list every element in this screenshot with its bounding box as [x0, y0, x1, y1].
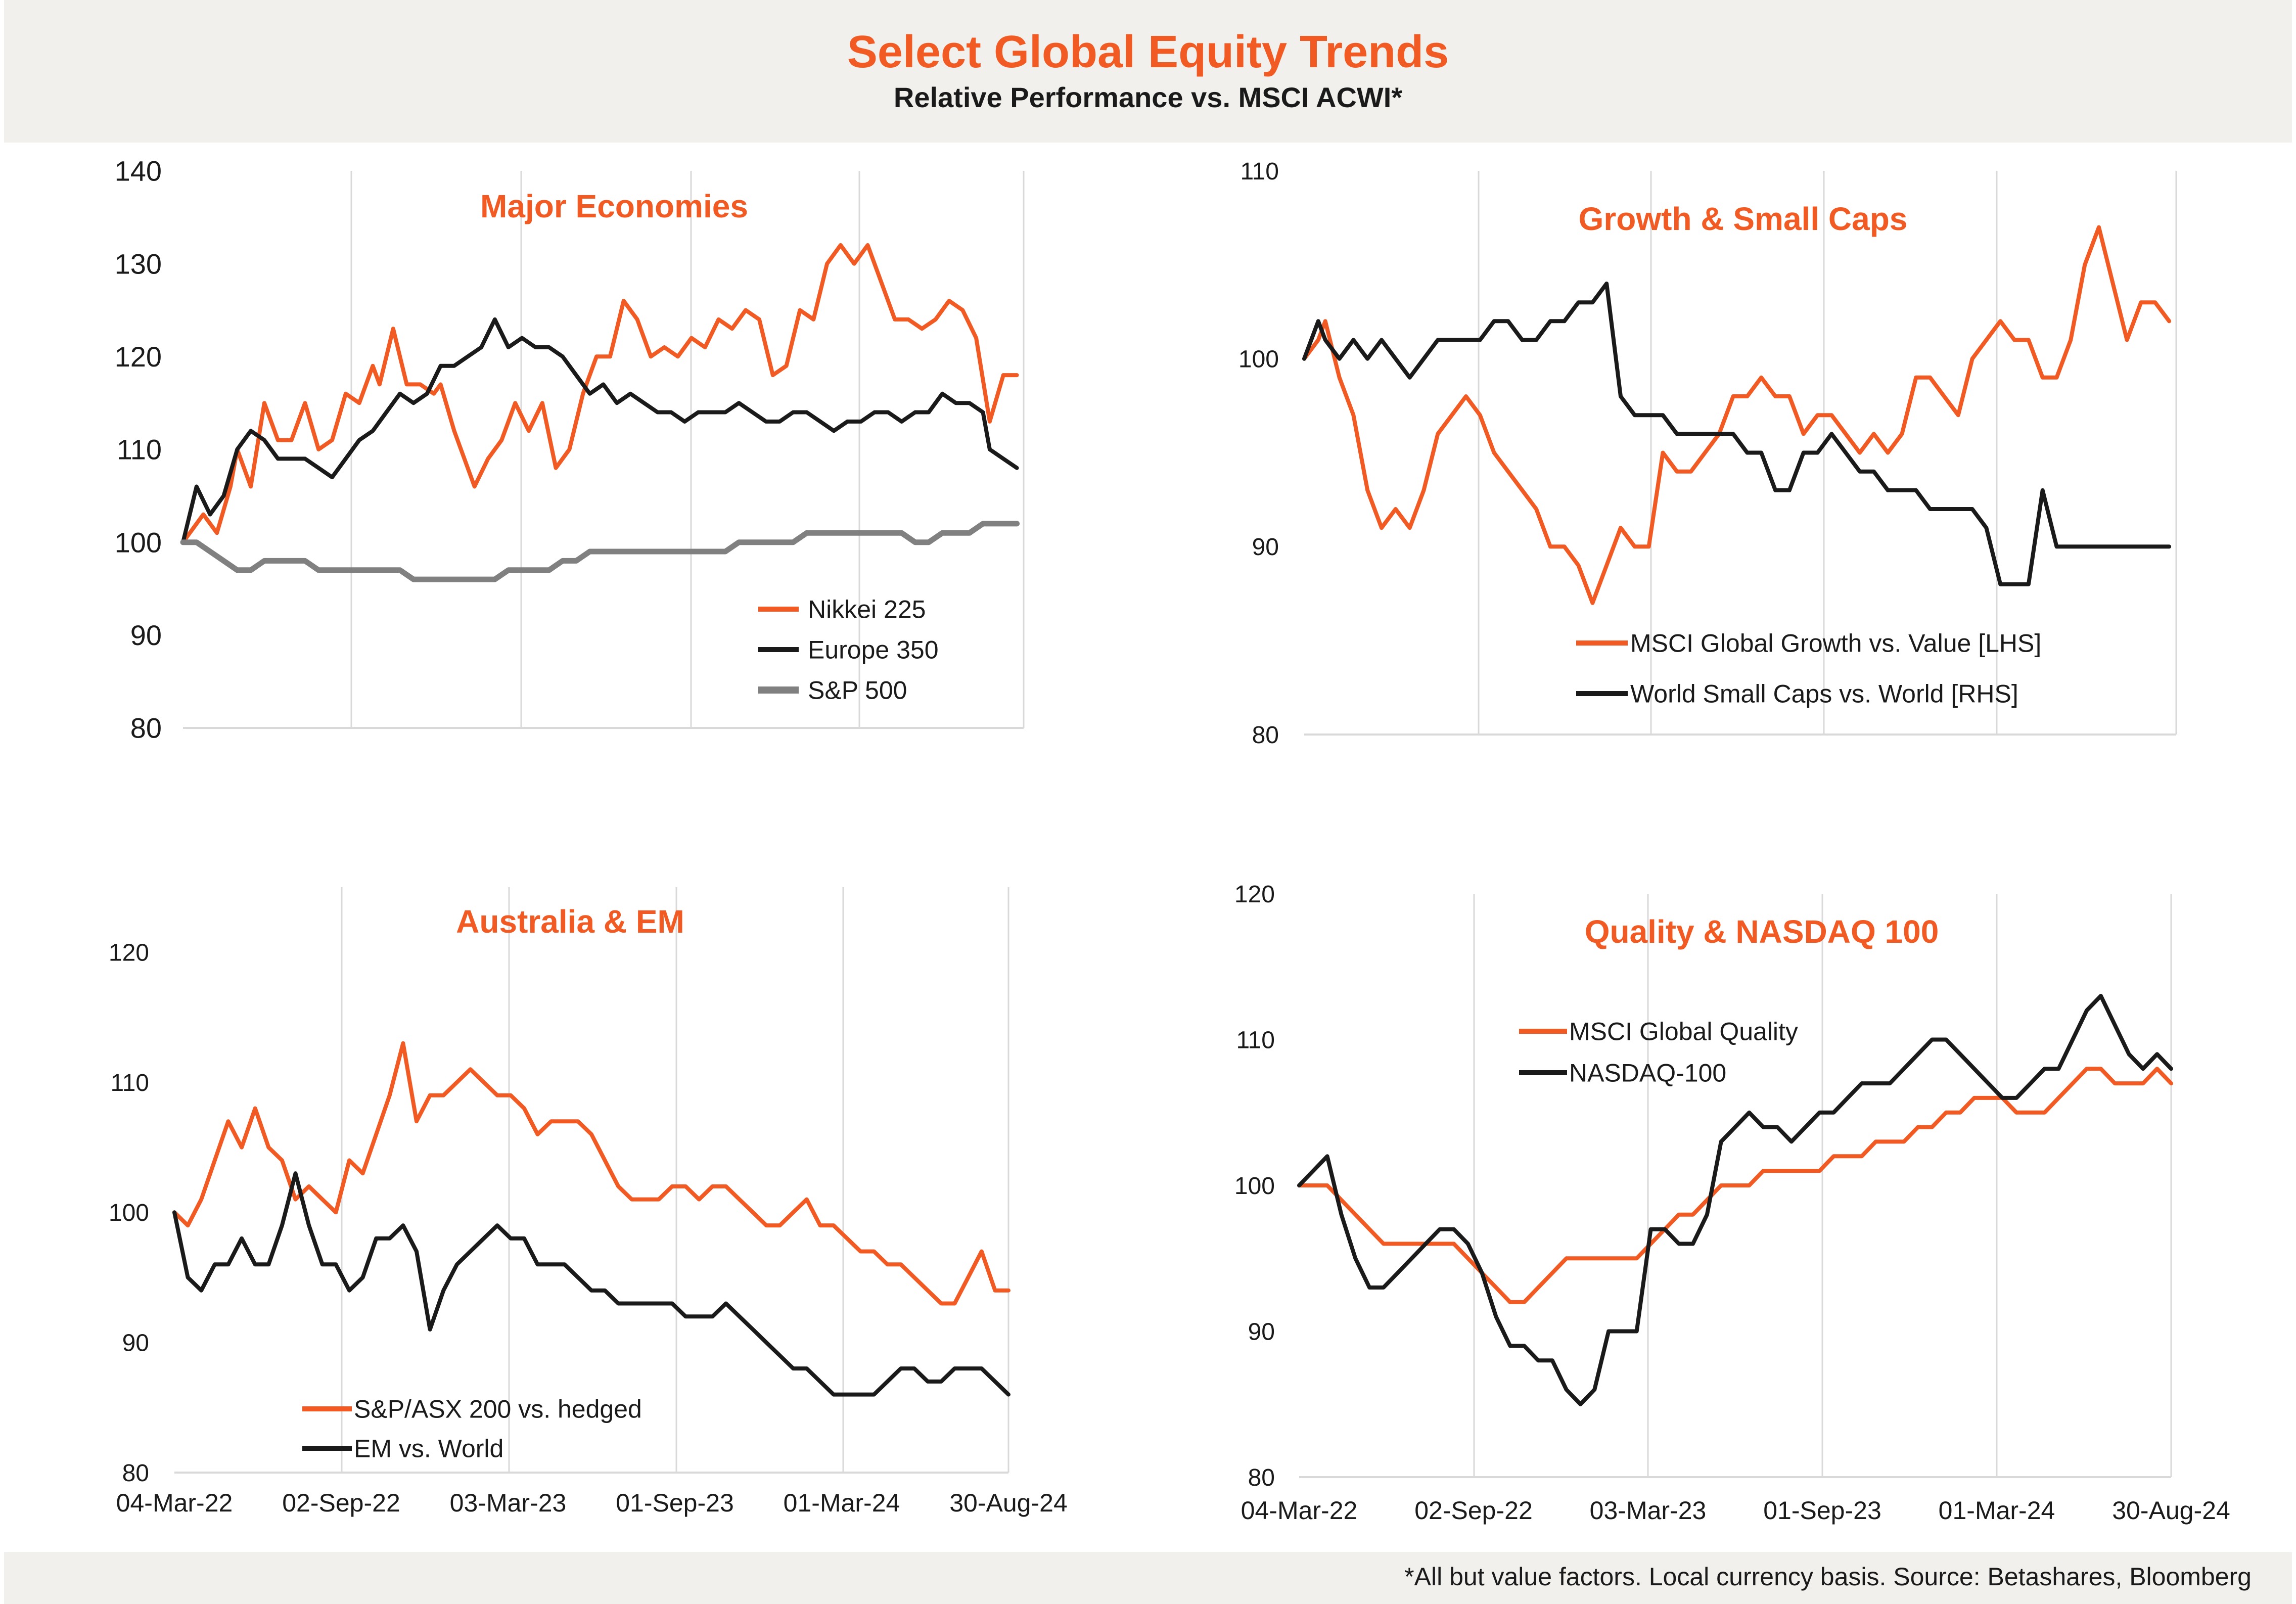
y-tick-label: 120	[1234, 881, 1275, 908]
x-tick-label: 02-Sep-22	[282, 1489, 400, 1517]
y-tick-label: 90	[1248, 1318, 1275, 1345]
x-tick-label: 03-Mar-23	[450, 1489, 567, 1517]
x-tick-label: 04-Mar-22	[1241, 1496, 1358, 1525]
x-tick-label: 01-Sep-23	[1763, 1496, 1881, 1525]
header-band: Select Global Equity Trends Relative Per…	[4, 0, 2292, 143]
series-line-2	[1297, 994, 2173, 1406]
x-tick-label: 02-Sep-22	[1414, 1496, 1533, 1525]
y-tick-label: 110	[1240, 158, 1279, 185]
legend-label: World Small Caps vs. World [RHS]	[1630, 680, 2018, 708]
legend-label: Nikkei 225	[808, 595, 926, 624]
series-line-2	[172, 1171, 1011, 1397]
y-tick-label: 90	[122, 1330, 149, 1356]
chart-panel-3: 80 90 100 110 120 04-Mar-22 02-Sep-22 03-Mar-23…	[109, 887, 1068, 1517]
chart-panel-4: 80 90 100 110 120 04-Mar-22 02-Sep-22 03-Mar-23…	[1234, 881, 2230, 1525]
y-tick-label: 80	[1252, 722, 1279, 749]
series-line-2	[181, 317, 1019, 544]
x-tick-label: 01-Mar-24	[784, 1489, 900, 1517]
y-tick-label: 80	[122, 1460, 149, 1487]
x-tick-label: 01-Sep-23	[616, 1489, 734, 1517]
y-tick-label: 80	[130, 712, 162, 744]
y-tick-label: 130	[115, 248, 162, 280]
y-tick-label: 100	[115, 526, 162, 558]
legend-label: MSCI Global Quality	[1569, 1018, 1798, 1046]
chart-title: Australia & EM	[456, 903, 684, 940]
y-tick-label: 120	[115, 341, 162, 373]
y-tick-label: 100	[1234, 1173, 1275, 1200]
y-tick-label: 120	[109, 939, 149, 966]
x-tick-label: 03-Mar-23	[1590, 1496, 1707, 1525]
legend-label: S&P 500	[808, 676, 907, 705]
y-tick-label: 90	[130, 619, 162, 651]
chart-panel-2: 80 90 100 110 Growth & Small Caps MSCI Global…	[1238, 158, 2177, 749]
footnote: *All but value factors. Local currency b…	[1404, 1563, 2252, 1591]
chart-panel-1: 80 90 100 110 120 130 140 Major Economies Nikkei…	[115, 155, 1025, 744]
y-tick-label: 100	[1238, 346, 1279, 373]
page-subtitle: Relative Performance vs. MSCI ACWI*	[893, 81, 1403, 113]
x-tick-label: 30-Aug-24	[949, 1489, 1068, 1517]
x-tick-label: 04-Mar-22	[116, 1489, 233, 1517]
y-tick-label: 140	[115, 155, 162, 187]
y-tick-label: 110	[117, 434, 162, 466]
x-tick-label: 01-Mar-24	[1939, 1496, 2055, 1525]
chart-title: Growth & Small Caps	[1579, 201, 1908, 237]
chart-title: Quality & NASDAQ 100	[1585, 913, 1939, 950]
series-line-1	[1302, 225, 2172, 605]
series-line-1	[181, 243, 1019, 544]
y-tick-label: 110	[110, 1070, 149, 1096]
y-tick-label: 90	[1252, 534, 1279, 561]
series-line-2	[1302, 282, 2172, 586]
y-tick-label: 110	[1236, 1027, 1275, 1053]
legend-label: NASDAQ-100	[1569, 1059, 1726, 1087]
legend-label: MSCI Global Growth vs. Value [LHS]	[1630, 629, 2041, 658]
y-tick-label: 100	[109, 1200, 149, 1226]
y-tick-label: 80	[1248, 1464, 1275, 1491]
series-line-1	[172, 1041, 1011, 1306]
series-line-3	[180, 521, 1020, 582]
footer-band: *All but value factors. Local currency b…	[4, 1552, 2292, 1604]
legend-label: Europe 350	[808, 636, 939, 664]
legend-label: EM vs. World	[354, 1435, 503, 1463]
page-title: Select Global Equity Trends	[847, 27, 1449, 77]
legend-label: S&P/ASX 200 vs. hedged	[354, 1395, 642, 1424]
chart-title: Major Economies	[480, 188, 748, 224]
series-line-1	[1297, 1067, 2173, 1304]
x-tick-label: 30-Aug-24	[2112, 1496, 2230, 1525]
